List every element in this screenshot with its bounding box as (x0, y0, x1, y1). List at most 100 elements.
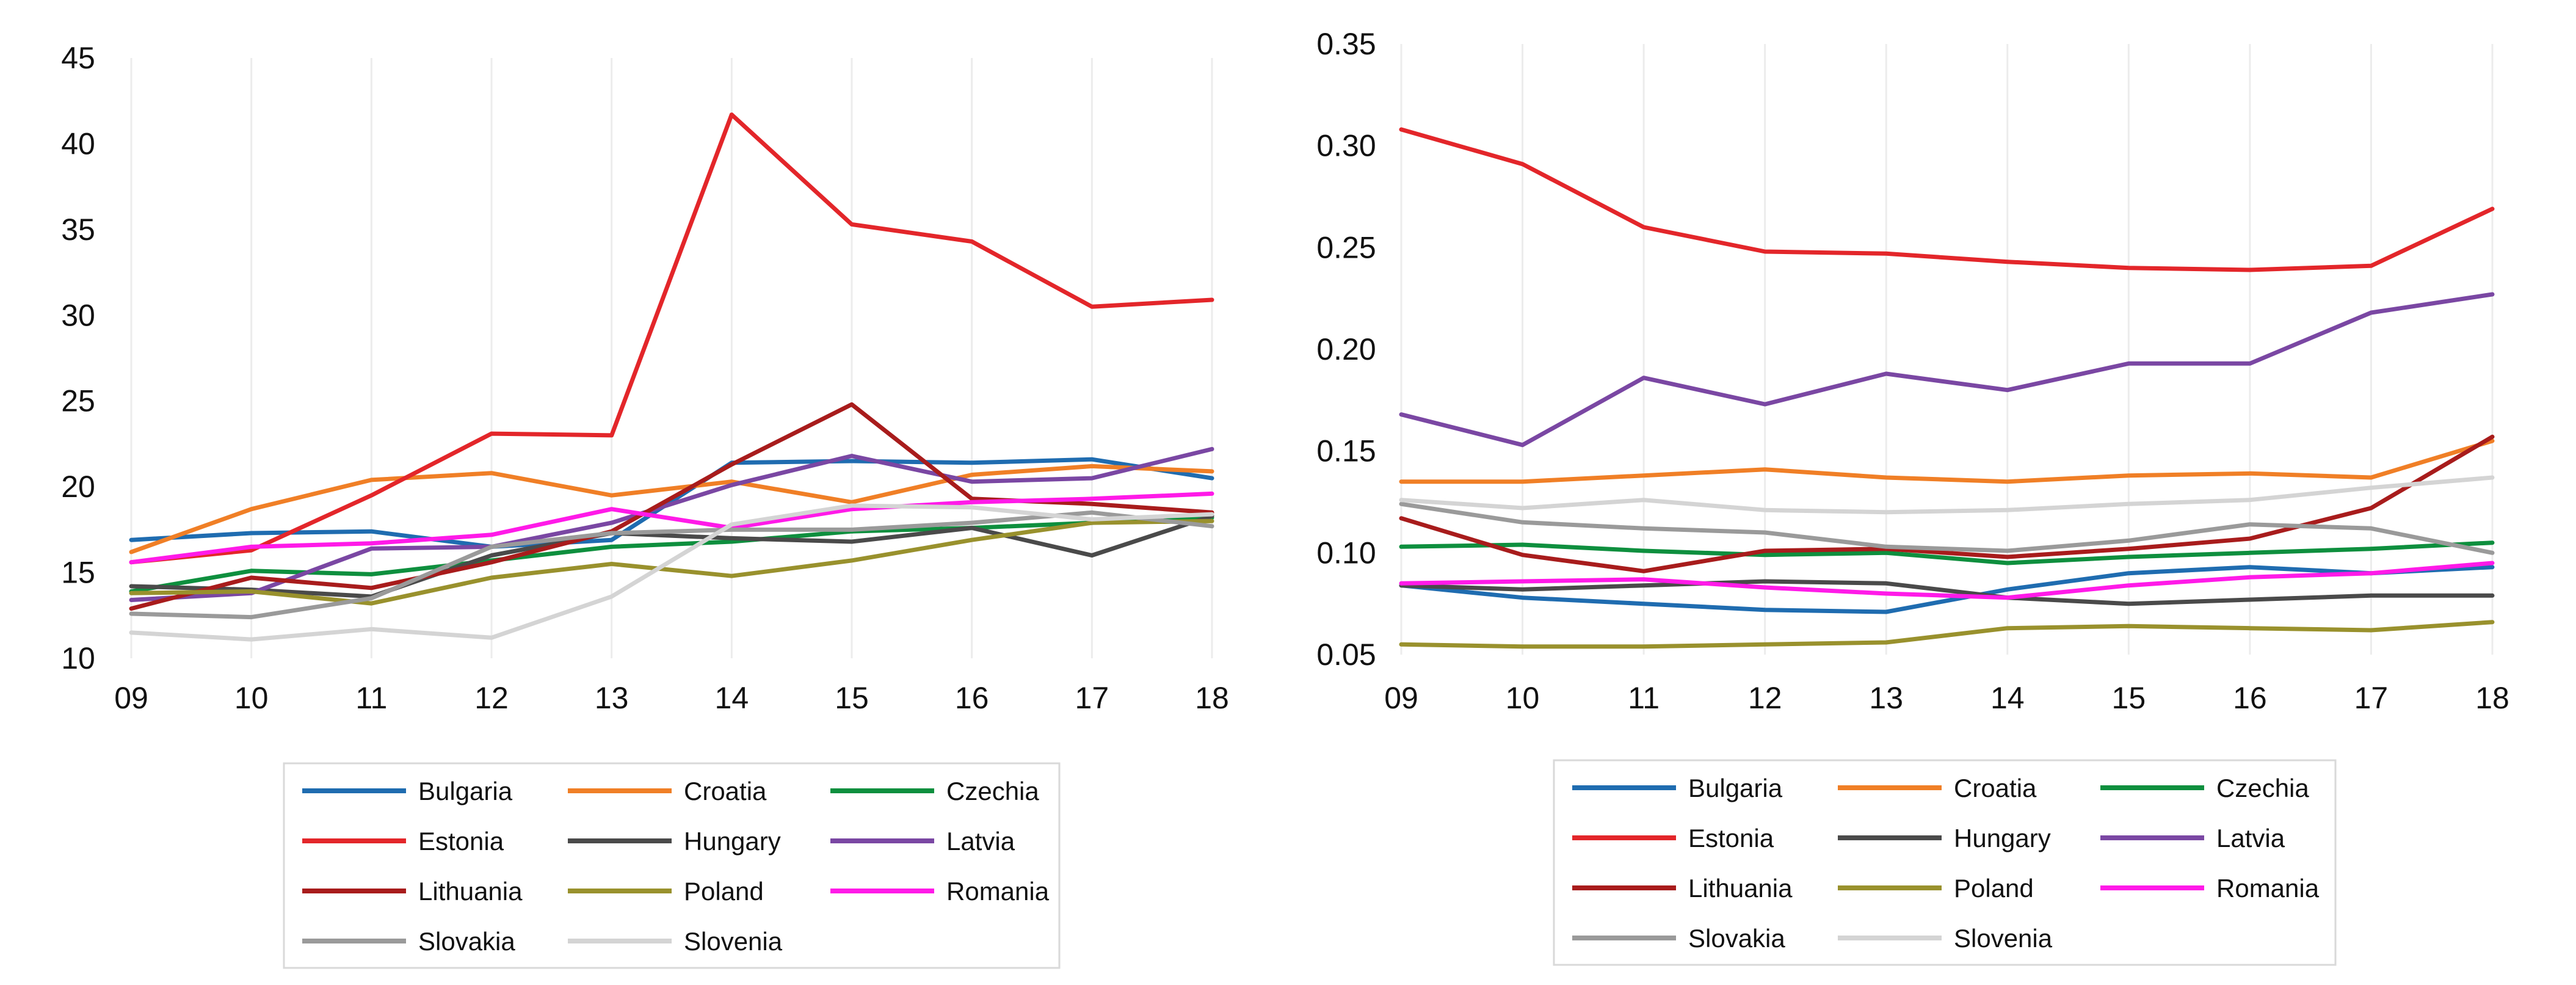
series-line-estonia (1399, 127, 2495, 272)
legend-item-czechia: Czechia (830, 777, 1039, 805)
x-axis: 09 10 11 12 13 14 15 16 17 18 (1384, 681, 2509, 715)
legend-label: Estonia (418, 827, 504, 856)
x-tick-label: 09 (1384, 681, 1418, 715)
legend-label: Poland (1954, 874, 2034, 903)
y-tick-label: 0.15 (1316, 434, 1376, 468)
series-line-hungary (129, 514, 1214, 599)
series-line-slovenia (129, 503, 1214, 642)
legend-item-romania: Romania (2100, 874, 2320, 903)
legend-label: Croatia (684, 777, 767, 805)
legend-item-slovakia: Slovakia (302, 927, 515, 956)
legend-item-slovenia: Slovenia (568, 927, 783, 956)
series-line-estonia (129, 112, 1214, 565)
legend-label: Czechia (2216, 774, 2309, 802)
legend-label: Slovenia (1954, 924, 2053, 953)
legend-label: Romania (2216, 874, 2320, 903)
y-axis: 0.05 0.10 0.15 0.20 0.25 0.30 0.35 (1316, 27, 1376, 672)
legend-item-czechia: Czechia (2100, 774, 2309, 802)
x-tick-label: 14 (1990, 681, 2025, 715)
series-line-hungary (1399, 579, 2495, 606)
legend: Bulgaria Croatia Czechia Estonia Hungary Latv… (1553, 759, 2337, 966)
series-line-czechia (1399, 540, 2495, 565)
legend-label: Slovenia (684, 927, 783, 956)
y-tick-label: 0.20 (1316, 332, 1376, 366)
x-tick-label: 17 (2354, 681, 2389, 715)
legend-item-hungary: Hungary (1838, 824, 2051, 852)
series-line-lithuania (1399, 434, 2495, 573)
legend-item-lithuania: Lithuania (1572, 874, 1793, 903)
legend-item-latvia: Latvia (2100, 824, 2285, 852)
legend-item-bulgaria: Bulgaria (302, 777, 513, 805)
y-tick-label: 40 (61, 126, 95, 161)
gridlines (130, 58, 1213, 658)
gridlines (1400, 44, 2494, 655)
y-axis: 10 15 20 25 30 35 40 45 (61, 41, 95, 675)
x-tick-label: 13 (595, 681, 629, 715)
series-line-poland (129, 518, 1214, 606)
series-line-croatia (129, 463, 1214, 554)
legend-label: Hungary (1954, 824, 2051, 852)
series-line-poland (1399, 620, 2495, 649)
legend-item-croatia: Croatia (568, 777, 767, 805)
legend-label: Croatia (1954, 774, 2037, 802)
x-tick-label: 11 (355, 681, 387, 715)
x-tick-label: 09 (114, 681, 148, 715)
series-lines (129, 112, 1214, 642)
legend-label: Bulgaria (1688, 774, 1783, 802)
y-tick-label: 0.05 (1316, 638, 1376, 672)
legend-item-poland: Poland (1838, 874, 2034, 903)
x-tick-label: 13 (1869, 681, 1903, 715)
legend-item-poland: Poland (568, 877, 764, 906)
series-line-romania (1399, 561, 2495, 600)
x-tick-label: 18 (2475, 681, 2509, 715)
legend-item-estonia: Estonia (302, 827, 504, 856)
legend-box (1553, 759, 2337, 966)
series-lines (1399, 127, 2495, 649)
y-tick-label: 15 (61, 556, 95, 590)
series-line-slovakia (129, 510, 1214, 620)
series-line-slovakia (1399, 501, 2495, 555)
series-line-latvia (1399, 292, 2495, 448)
x-tick-label: 15 (2112, 681, 2146, 715)
legend: Bulgaria Croatia Czechia Estonia Hungary Latv… (283, 762, 1061, 969)
legend-item-estonia: Estonia (1572, 824, 1774, 852)
x-tick-label: 15 (835, 681, 869, 715)
y-tick-label: 0.10 (1316, 536, 1376, 570)
legend-item-hungary: Hungary (568, 827, 781, 856)
y-tick-label: 45 (61, 41, 95, 75)
legend-item-slovenia: Slovenia (1838, 924, 2053, 953)
legend-item-latvia: Latvia (830, 827, 1015, 856)
legend-label: Poland (684, 877, 764, 906)
x-tick-label: 12 (474, 681, 509, 715)
y-tick-label: 0.25 (1316, 230, 1376, 264)
x-tick-label: 16 (955, 681, 989, 715)
x-tick-label: 12 (1748, 681, 1782, 715)
legend-box (283, 762, 1061, 969)
legend-label: Lithuania (418, 877, 523, 906)
legend-label: Romania (946, 877, 1050, 906)
y-tick-label: 35 (61, 213, 95, 247)
y-tick-label: 10 (61, 641, 95, 675)
y-tick-label: 0.30 (1316, 129, 1376, 163)
y-tick-label: 30 (61, 298, 95, 332)
legend-label: Czechia (946, 777, 1039, 805)
legend-label: Bulgaria (418, 777, 513, 805)
series-line-bulgaria (1399, 565, 2495, 614)
x-axis: 09 10 11 12 13 14 15 16 17 18 (114, 681, 1229, 715)
series-line-slovenia (1399, 475, 2495, 515)
legend-label: Lithuania (1688, 874, 1793, 903)
y-tick-label: 25 (61, 384, 95, 418)
series-line-latvia (129, 446, 1214, 602)
legend-item-romania: Romania (830, 877, 1050, 906)
series-line-romania (129, 491, 1214, 565)
y-tick-label: 20 (61, 470, 95, 504)
legend-label: Estonia (1688, 824, 1774, 852)
legend-item-croatia: Croatia (1838, 774, 2037, 802)
legend-label: Slovakia (418, 927, 515, 956)
legend-label: Latvia (2216, 824, 2285, 852)
legend-item-lithuania: Lithuania (302, 877, 523, 906)
series-line-bulgaria (129, 457, 1214, 549)
right-panel-line-chart: 0.05 0.10 0.15 0.20 0.25 0.30 0.35 09 10 11 12 13 14… (1316, 27, 2509, 966)
x-tick-label: 14 (715, 681, 749, 715)
